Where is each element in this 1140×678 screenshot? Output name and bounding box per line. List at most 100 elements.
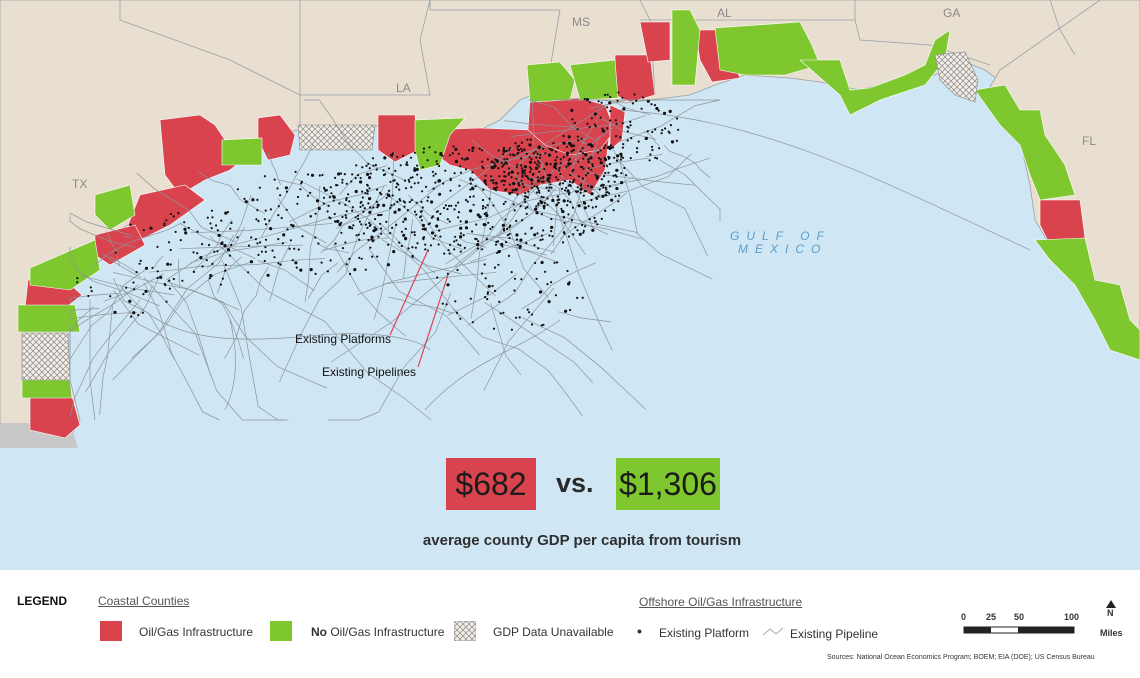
platform-dot	[590, 199, 593, 202]
pipeline-segment	[387, 151, 395, 236]
platform-dot	[557, 201, 560, 204]
platform-dot	[568, 157, 572, 161]
platform-dot	[527, 190, 530, 193]
platform-dot	[584, 225, 587, 228]
platform-dot	[217, 233, 221, 237]
platform-dot	[368, 221, 371, 224]
platform-dot	[294, 170, 297, 173]
platform-dot	[502, 153, 505, 156]
platform-dot	[361, 190, 364, 193]
platform-dot	[266, 273, 270, 277]
platform-dot	[345, 198, 348, 202]
state-borders	[119, 0, 1076, 130]
pipeline-segment	[109, 256, 139, 274]
platform-dot	[484, 277, 487, 280]
platform-dot	[351, 206, 354, 209]
platform-dot	[341, 178, 344, 181]
platform-dot	[216, 229, 219, 232]
platform-dot	[221, 241, 224, 244]
platform-dot	[144, 289, 148, 293]
platform-dot	[536, 232, 539, 235]
pipeline-segment	[475, 183, 549, 299]
pipeline-segment	[153, 255, 164, 269]
platform-dot	[394, 169, 397, 172]
platform-dot	[482, 223, 485, 226]
platform-dot	[457, 201, 460, 204]
state-label-ga: GA	[943, 6, 960, 20]
platform-dot	[505, 149, 508, 153]
coastal-counties-heading: Coastal Counties	[98, 594, 190, 608]
platform-dot	[315, 199, 320, 203]
platform-dot	[495, 240, 498, 243]
no-oil-gas-legend-label: Oil/Gas Infrastructure	[330, 625, 445, 639]
platform-dot	[221, 277, 224, 280]
platform-dot	[393, 203, 396, 206]
platform-dot	[438, 192, 442, 196]
platform-dot	[551, 235, 554, 238]
platform-dot	[226, 211, 229, 214]
platform-dot	[369, 206, 372, 209]
platform-dot	[580, 183, 583, 186]
platform-dot	[562, 231, 566, 234]
platform-dot	[612, 174, 615, 177]
pipeline-segment	[209, 236, 432, 421]
platform-dot	[492, 181, 495, 184]
pipeline-segment	[336, 183, 441, 273]
platform-dot	[596, 175, 599, 178]
platform-dot	[534, 207, 538, 211]
platform-dot	[358, 238, 361, 241]
platform-dot	[368, 224, 371, 227]
platform-dot	[615, 122, 618, 125]
platform-dot	[385, 220, 388, 223]
pipeline-segment	[112, 260, 254, 381]
platform-dot	[593, 112, 598, 116]
platform-dot	[493, 289, 497, 292]
pipeline-segment	[477, 233, 547, 256]
platform-dot	[582, 194, 585, 197]
platform-dot	[557, 169, 561, 172]
platform-dot	[664, 127, 667, 130]
pipeline-segment	[179, 244, 304, 250]
platform-dot	[515, 233, 519, 237]
platform-dot	[390, 153, 394, 157]
platform-dot	[595, 197, 599, 200]
platform-dot	[230, 221, 233, 224]
platform-dot	[371, 255, 374, 258]
platform-dot	[250, 236, 253, 239]
platform-dot	[368, 210, 372, 214]
platform-dot	[613, 156, 616, 159]
platform-dot	[257, 219, 260, 223]
platform-dot	[449, 243, 452, 246]
platform-dot	[391, 226, 394, 229]
platform-dot	[562, 141, 566, 145]
platform-dot	[168, 287, 171, 290]
platform-dot	[546, 177, 550, 181]
platform-dot	[574, 226, 577, 229]
platform-dot	[459, 250, 462, 253]
platform-dot	[187, 226, 190, 229]
platform-dot	[397, 208, 401, 212]
platform-dot	[540, 324, 543, 327]
platform-dot	[594, 220, 597, 223]
platform-dot	[268, 219, 271, 222]
platform-dot	[555, 167, 558, 170]
platform-dot	[577, 139, 580, 142]
platform-dot	[512, 203, 515, 206]
platform-dot	[290, 223, 293, 226]
platform-dot	[581, 296, 584, 299]
platform-dot	[604, 171, 607, 175]
platform-dot	[372, 206, 375, 209]
platform-dot	[646, 130, 649, 133]
pipeline-segment	[207, 279, 245, 359]
platform-dot	[495, 159, 499, 163]
pipeline-segment	[102, 253, 142, 279]
platform-dot	[330, 192, 333, 195]
platform-dot	[446, 272, 449, 275]
platform-dot	[484, 181, 487, 185]
platform-dot	[322, 202, 325, 205]
platform-dot	[481, 207, 484, 210]
platform-dot	[554, 150, 558, 153]
platform-dot	[413, 167, 416, 170]
platform-dot	[372, 229, 376, 233]
platform-dot	[406, 163, 409, 166]
